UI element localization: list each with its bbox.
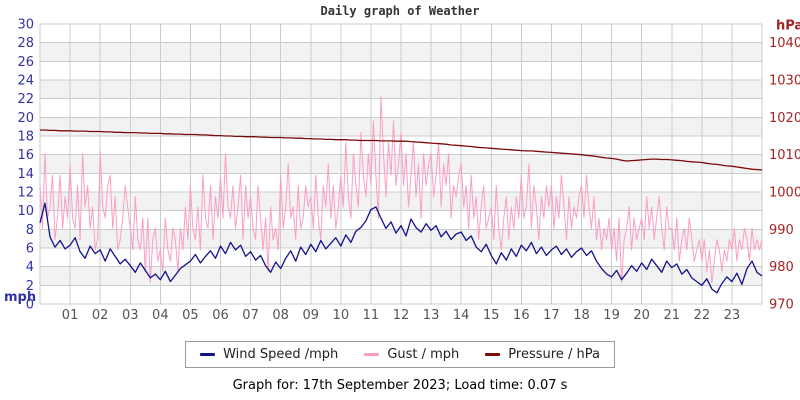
- x-axis-tick-label: 11: [363, 308, 380, 323]
- series-line-gust-mph: [39, 96, 763, 283]
- right-axis-tick-label: 990: [769, 223, 794, 238]
- x-axis-tick-label: 07: [242, 308, 259, 323]
- legend-item-wind-speed: Wind Speed /mph: [200, 347, 338, 362]
- wind-speed-swatch-icon: [200, 353, 216, 356]
- x-axis-tick-label: 05: [182, 308, 199, 323]
- x-axis-tick-label: 10: [333, 308, 350, 323]
- legend-item-pressure: Pressure / hPa: [485, 347, 600, 362]
- graph-caption: Graph for: 17th September 2023; Load tim…: [232, 378, 568, 393]
- x-axis-tick-label: 02: [92, 308, 109, 323]
- x-axis-tick-label: 12: [393, 308, 410, 323]
- left-axis-tick-label: 10: [17, 204, 34, 219]
- left-axis-tick-label: 24: [17, 74, 34, 89]
- left-axis-tick-label: 12: [17, 186, 34, 201]
- left-axis-tick-label: 8: [26, 223, 34, 238]
- series-line-pressure-hpa: [40, 129, 763, 171]
- x-axis-tick-label: 23: [724, 308, 741, 323]
- right-axis-tick-label: 1000: [769, 186, 800, 201]
- right-axis-tick-label: 970: [769, 298, 794, 313]
- x-axis-tick-label: 03: [122, 308, 139, 323]
- left-axis-tick-label: 16: [17, 148, 34, 163]
- left-axis-tick-label: 26: [17, 55, 34, 70]
- x-axis-tick-label: 06: [212, 308, 229, 323]
- legend-label-pressure: Pressure / hPa: [508, 347, 600, 362]
- x-axis-tick-label: 17: [543, 308, 560, 323]
- pressure-swatch-icon: [485, 353, 501, 356]
- x-axis-tick-label: 14: [453, 308, 470, 323]
- left-axis-tick-label: 28: [17, 36, 34, 51]
- x-axis-tick-label: 18: [573, 308, 590, 323]
- right-axis-tick-label: 1020: [769, 111, 800, 126]
- x-axis-tick-label: 16: [513, 308, 530, 323]
- left-axis-tick-label: 0: [26, 298, 34, 313]
- right-axis-tick-label: 1010: [769, 148, 800, 163]
- x-axis-tick-label: 20: [633, 308, 650, 323]
- legend-item-gust: Gust / mph: [364, 347, 459, 362]
- x-axis-tick-label: 21: [663, 308, 680, 323]
- legend: Wind Speed /mph Gust / mph Pressure / hP…: [0, 341, 800, 368]
- x-axis-tick-label: 08: [272, 308, 289, 323]
- legend-label-wind-speed: Wind Speed /mph: [223, 347, 339, 362]
- left-axis-tick-label: 30: [17, 18, 34, 33]
- right-axis-tick-label: 1030: [769, 74, 800, 89]
- x-axis-tick-label: 13: [423, 308, 440, 323]
- left-axis-tick-label: 20: [17, 111, 34, 126]
- left-axis-tick-label: 22: [17, 92, 34, 107]
- right-axis-unit-label: hPa: [776, 19, 800, 34]
- x-axis-tick-label: 01: [62, 308, 79, 323]
- left-axis-tick-label: 2: [26, 279, 34, 294]
- left-axis-tick-label: 14: [17, 167, 34, 182]
- gust-swatch-icon: [364, 353, 380, 356]
- x-axis-tick-label: 22: [694, 308, 711, 323]
- x-axis-tick-label: 15: [483, 308, 500, 323]
- left-axis-tick-label: 4: [26, 260, 34, 275]
- x-axis-tick-label: 09: [302, 308, 319, 323]
- chart-title: Daily graph of Weather: [320, 4, 480, 18]
- x-axis-tick-label: 04: [152, 308, 169, 323]
- left-axis-tick-label: 18: [17, 130, 34, 145]
- legend-label-gust: Gust / mph: [387, 347, 460, 362]
- legend-box: Wind Speed /mph Gust / mph Pressure / hP…: [185, 341, 615, 368]
- right-axis-tick-label: 1040: [769, 36, 800, 51]
- series-line-wind-speed-mph: [39, 202, 763, 294]
- right-axis-tick-label: 980: [769, 260, 794, 275]
- left-axis-unit-label: mph: [4, 290, 36, 305]
- left-axis-tick-label: 6: [26, 242, 34, 257]
- x-axis-tick-label: 19: [603, 308, 620, 323]
